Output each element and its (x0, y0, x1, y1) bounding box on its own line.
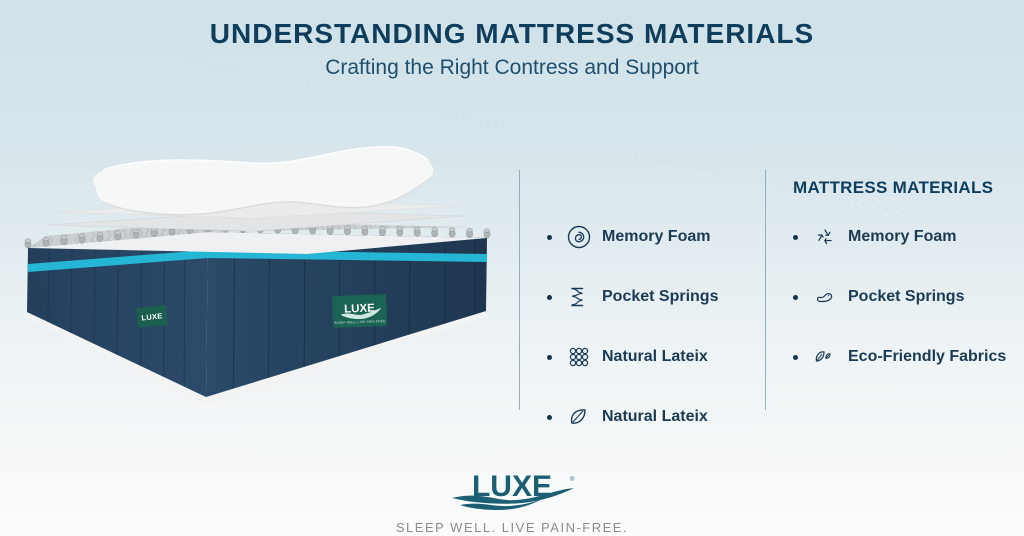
svg-text:®: ® (570, 476, 575, 483)
